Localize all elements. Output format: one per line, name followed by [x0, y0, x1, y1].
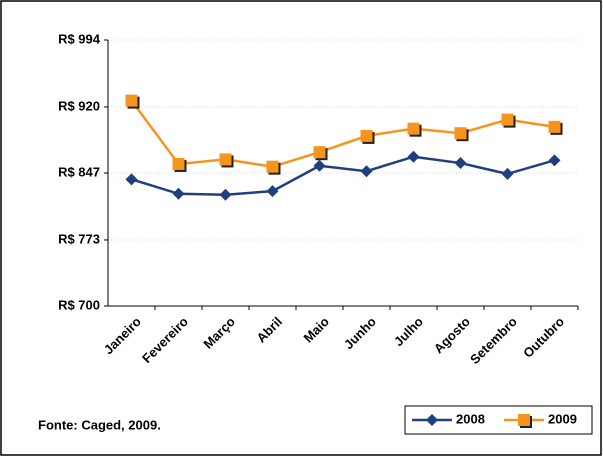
marker [219, 188, 232, 201]
marker [266, 185, 279, 198]
y-tick-label: R$ 994 [58, 31, 101, 46]
marker [172, 187, 185, 200]
legend-label: 2009 [548, 411, 577, 426]
marker [548, 154, 561, 167]
y-tick-label: R$ 700 [58, 297, 100, 312]
legend-label: 2008 [456, 411, 485, 426]
series-line [130, 99, 555, 168]
marker [501, 167, 514, 180]
legend-marker [518, 414, 530, 426]
y-tick-label: R$ 920 [58, 98, 100, 113]
marker [360, 129, 373, 142]
marker [125, 94, 138, 107]
y-tick-label: R$ 773 [58, 231, 100, 246]
series-line [131, 155, 555, 196]
y-tick-label: R$ 847 [58, 164, 100, 179]
marker [172, 157, 185, 170]
marker [313, 159, 326, 172]
marker [125, 173, 138, 186]
marker [266, 160, 279, 173]
source-note: Fonte: Caged, 2009. [38, 417, 161, 432]
marker [501, 113, 514, 126]
marker [407, 122, 420, 135]
marker [454, 157, 467, 170]
marker [313, 146, 326, 159]
marker [454, 127, 467, 140]
marker [360, 165, 373, 178]
marker [219, 153, 232, 166]
marker [548, 120, 561, 133]
marker [407, 150, 420, 163]
legend-marker [426, 414, 438, 426]
